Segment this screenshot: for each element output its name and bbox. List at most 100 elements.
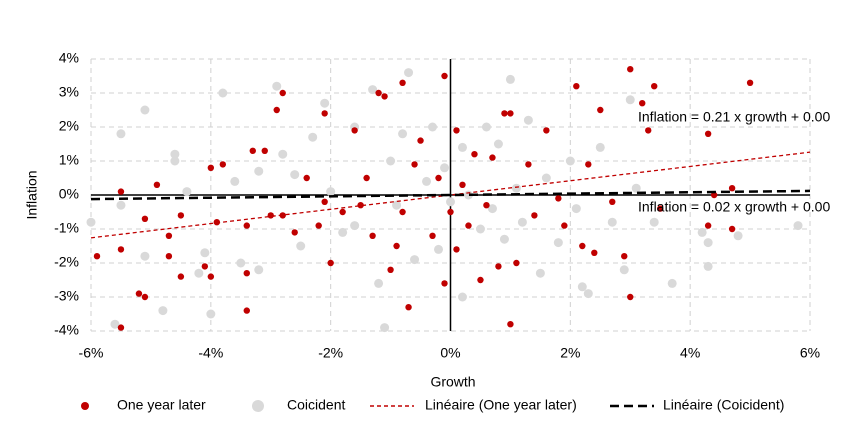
point (579, 242, 586, 250)
point (441, 72, 448, 80)
point (194, 268, 204, 278)
point (278, 149, 288, 159)
point (291, 229, 298, 236)
point (501, 110, 508, 117)
point (627, 293, 634, 301)
legend-label: Linéaire (Coicident) (663, 397, 784, 413)
point (435, 174, 442, 182)
point (410, 255, 420, 265)
point (609, 198, 616, 205)
point (639, 100, 646, 107)
point (369, 232, 376, 239)
point (375, 89, 382, 97)
y-tick-label: 4% (59, 50, 79, 66)
point (457, 292, 467, 302)
point (392, 200, 402, 210)
point (177, 212, 185, 219)
point (525, 161, 532, 168)
point (631, 183, 641, 193)
point (555, 195, 562, 202)
x-tick-label: 6% (800, 345, 820, 361)
x-tick-label: 2% (560, 345, 580, 361)
point (495, 263, 502, 270)
point (513, 259, 520, 267)
point (746, 79, 754, 87)
point (499, 234, 509, 244)
point (505, 74, 515, 84)
point (487, 204, 497, 214)
point (507, 321, 514, 328)
x-tick-label: -4% (198, 345, 223, 361)
point (399, 79, 406, 87)
point (535, 268, 545, 278)
point (649, 217, 659, 227)
point (465, 222, 472, 229)
point (93, 253, 101, 260)
point (165, 232, 173, 239)
point (523, 115, 533, 125)
point (477, 276, 484, 284)
point (243, 270, 250, 277)
point (387, 266, 394, 273)
point (595, 142, 605, 152)
point (667, 278, 677, 288)
point (463, 190, 473, 200)
point (243, 222, 250, 229)
point (140, 251, 150, 261)
point (625, 95, 635, 105)
point (591, 249, 598, 256)
point (398, 129, 408, 139)
y-axis-title: Inflation (24, 170, 40, 219)
point (607, 217, 617, 227)
point (218, 88, 228, 98)
point (272, 81, 282, 91)
x-tick-label: 0% (440, 345, 460, 361)
point (507, 110, 514, 117)
point (429, 232, 436, 239)
point (471, 151, 478, 158)
legend-marker (252, 400, 264, 412)
point (475, 224, 485, 234)
point (493, 139, 503, 149)
point (597, 106, 604, 114)
point (308, 132, 318, 142)
point (380, 323, 390, 333)
point (422, 176, 432, 186)
point (573, 83, 580, 90)
point (483, 202, 490, 209)
point (561, 222, 568, 229)
point (321, 198, 328, 205)
y-tick-label: 1% (59, 152, 79, 168)
legend-label: Coicident (287, 397, 345, 413)
point (170, 149, 180, 159)
point (386, 156, 396, 166)
point (303, 174, 310, 182)
point (290, 170, 300, 180)
point (541, 173, 551, 183)
trendline-label: Inflation = 0.21 x growth + 0.00 (638, 109, 830, 125)
point (135, 290, 143, 297)
point (116, 200, 126, 210)
point (703, 261, 713, 271)
point (117, 246, 125, 253)
point (428, 122, 438, 132)
point (399, 208, 406, 216)
point (710, 191, 718, 199)
point (327, 259, 334, 267)
point (571, 204, 581, 214)
x-tick-label: -2% (318, 345, 343, 361)
point (243, 307, 250, 314)
point (350, 221, 360, 231)
point (351, 127, 358, 134)
point (182, 187, 192, 197)
point (441, 280, 448, 287)
point (583, 289, 593, 299)
y-tick-label: 0% (59, 186, 79, 202)
point (357, 202, 364, 209)
point (117, 324, 125, 331)
point (158, 306, 168, 316)
point (453, 127, 460, 134)
point (207, 273, 215, 280)
trendline-label: Inflation = 0.02 x growth + 0.00 (638, 199, 830, 215)
